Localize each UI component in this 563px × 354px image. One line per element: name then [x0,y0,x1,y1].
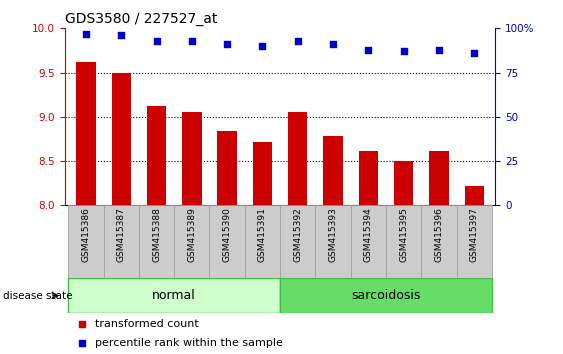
Text: GDS3580 / 227527_at: GDS3580 / 227527_at [65,12,217,26]
Text: disease state: disease state [3,291,72,301]
Text: GSM415396: GSM415396 [435,207,444,262]
Text: GSM415390: GSM415390 [222,207,231,262]
Point [470,50,479,56]
Bar [111,73,131,354]
Bar [174,205,209,278]
Point [364,47,373,52]
Bar [323,136,343,354]
Bar [68,278,280,313]
Bar [429,152,449,354]
Text: GSM415388: GSM415388 [152,207,161,262]
Bar [139,205,174,278]
Point [117,33,126,38]
Text: GSM415395: GSM415395 [399,207,408,262]
Point [187,38,196,44]
Text: GSM415386: GSM415386 [82,207,91,262]
Text: transformed count: transformed count [95,319,199,329]
Bar [386,205,421,278]
Text: GSM415387: GSM415387 [117,207,126,262]
Point [78,321,87,327]
Bar [288,112,307,354]
Text: GSM415389: GSM415389 [187,207,196,262]
Point [293,38,302,44]
Text: GSM415393: GSM415393 [329,207,338,262]
Point [78,341,87,346]
Bar [182,112,202,354]
Bar [147,106,166,354]
Point [152,38,161,44]
Bar [464,186,484,354]
Point [329,41,338,47]
Bar [280,278,492,313]
Point [258,43,267,49]
Text: GSM415394: GSM415394 [364,207,373,262]
Text: GSM415392: GSM415392 [293,207,302,262]
Bar [280,205,315,278]
Text: percentile rank within the sample: percentile rank within the sample [95,338,283,348]
Text: sarcoidosis: sarcoidosis [351,289,421,302]
Bar [68,205,104,278]
Text: GSM415397: GSM415397 [470,207,479,262]
Point [222,41,231,47]
Point [435,47,444,52]
Bar [394,161,413,354]
Bar [421,205,457,278]
Bar [245,205,280,278]
Text: GSM415391: GSM415391 [258,207,267,262]
Bar [209,205,245,278]
Bar [253,142,272,354]
Text: normal: normal [153,289,196,302]
Bar [315,205,351,278]
Point [399,48,408,54]
Bar [104,205,139,278]
Bar [351,205,386,278]
Bar [217,131,237,354]
Bar [359,152,378,354]
Point [82,31,91,36]
Bar [76,62,96,354]
Bar [457,205,492,278]
